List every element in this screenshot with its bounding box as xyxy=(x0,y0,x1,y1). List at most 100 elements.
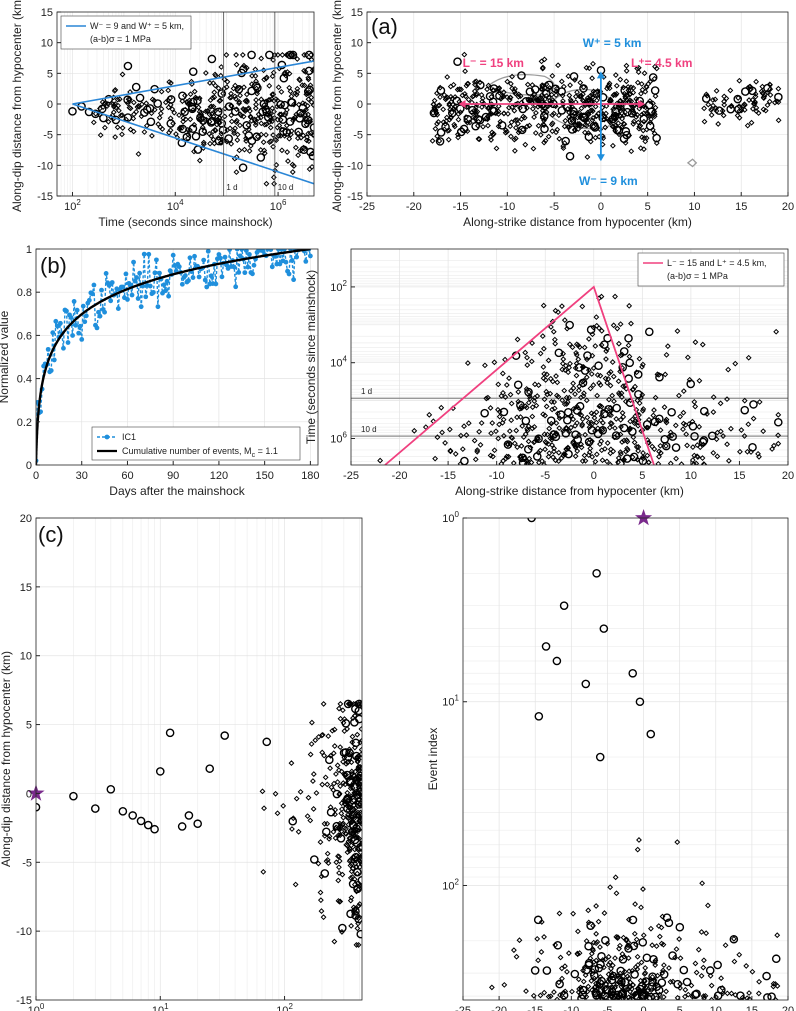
event-marker xyxy=(584,941,593,951)
event-marker xyxy=(692,339,699,346)
ic1-point xyxy=(99,287,104,293)
event-marker xyxy=(593,314,600,321)
event-marker xyxy=(571,430,580,439)
axes-middle_right: 1 d10 dL⁻ = 15 and L⁺ = 4.5 km,(a-b)σ = … xyxy=(304,248,794,498)
event-marker xyxy=(726,104,735,114)
event-marker xyxy=(517,104,523,111)
event-marker xyxy=(496,413,503,420)
event-marker xyxy=(589,117,596,124)
event-marker xyxy=(313,790,320,796)
event-marker xyxy=(200,119,207,126)
event-marker xyxy=(542,377,549,383)
event-marker xyxy=(166,79,173,85)
event-marker xyxy=(309,719,315,726)
event-marker xyxy=(631,439,638,446)
event-marker xyxy=(247,50,256,60)
event-marker xyxy=(714,453,721,460)
x-tick-label: -15 xyxy=(527,1005,543,1011)
x-tick-label: 20 xyxy=(782,1005,794,1011)
event-marker xyxy=(582,122,589,128)
event-marker xyxy=(652,63,658,70)
event-marker xyxy=(537,447,544,454)
event-marker xyxy=(495,103,502,110)
event-marker xyxy=(633,370,643,379)
event-marker xyxy=(308,741,315,747)
x-tick-label: 5 xyxy=(645,201,651,213)
event-marker xyxy=(180,109,187,115)
ic1-point xyxy=(227,249,232,252)
event-marker xyxy=(690,432,699,441)
ic1-point xyxy=(61,345,66,351)
event-marker xyxy=(598,93,608,102)
event-marker xyxy=(187,116,194,123)
event-marker xyxy=(640,450,646,456)
event-marker-large xyxy=(69,791,78,801)
event-marker xyxy=(171,109,178,116)
event-marker xyxy=(309,163,314,170)
event-marker xyxy=(357,739,362,746)
event-marker xyxy=(462,68,469,75)
event-marker xyxy=(476,428,483,435)
x-tick-label: 180 xyxy=(301,470,319,482)
ic1-point xyxy=(186,278,191,284)
event-marker xyxy=(753,108,760,115)
event-marker xyxy=(607,382,614,389)
event-marker xyxy=(310,806,317,812)
legend-box xyxy=(637,252,785,287)
event-marker xyxy=(334,779,341,785)
event-marker xyxy=(452,451,459,457)
event-marker xyxy=(358,779,362,786)
event-marker xyxy=(655,923,662,929)
event-marker xyxy=(594,88,601,94)
ic1-point xyxy=(80,303,86,309)
event-marker xyxy=(662,371,669,378)
ic1-point xyxy=(65,340,71,345)
x-tick-label: 30 xyxy=(76,470,88,482)
event-marker xyxy=(605,961,612,968)
event-marker-large xyxy=(534,711,544,721)
event-marker xyxy=(294,85,301,92)
event-marker xyxy=(346,835,353,842)
event-marker xyxy=(236,100,242,107)
event-marker xyxy=(531,398,538,405)
event-marker xyxy=(584,154,591,160)
event-marker xyxy=(580,393,587,399)
event-marker xyxy=(259,788,266,795)
event-marker xyxy=(728,425,734,432)
event-marker xyxy=(351,772,357,779)
event-marker xyxy=(735,95,742,101)
event-marker xyxy=(694,454,701,460)
event-marker xyxy=(586,921,595,930)
event-marker xyxy=(322,827,331,837)
event-marker xyxy=(119,131,125,138)
event-marker xyxy=(472,110,479,116)
event-marker xyxy=(588,410,595,417)
ic1-point xyxy=(134,275,140,280)
event-marker xyxy=(578,444,585,451)
event-marker xyxy=(347,837,354,844)
event-marker xyxy=(553,373,559,379)
event-marker xyxy=(245,105,252,112)
event-marker xyxy=(521,455,528,461)
event-marker xyxy=(718,975,725,982)
event-marker xyxy=(499,370,506,377)
event-marker xyxy=(580,364,587,370)
event-marker xyxy=(261,104,271,114)
event-marker xyxy=(326,835,333,842)
x-tick-label: 0 xyxy=(33,470,39,482)
event-marker xyxy=(333,824,340,831)
grid xyxy=(35,517,362,1001)
event-marker xyxy=(346,746,353,753)
event-marker xyxy=(549,72,556,79)
ic1-point xyxy=(123,271,129,277)
event-marker xyxy=(317,897,324,904)
event-marker xyxy=(677,413,684,420)
event-marker xyxy=(514,336,521,343)
event-marker xyxy=(731,958,738,965)
event-marker xyxy=(432,125,439,132)
event-marker xyxy=(187,127,193,134)
ic1-point xyxy=(218,255,223,261)
event-marker xyxy=(598,438,605,445)
event-marker xyxy=(553,420,560,427)
event-marker xyxy=(522,431,529,438)
